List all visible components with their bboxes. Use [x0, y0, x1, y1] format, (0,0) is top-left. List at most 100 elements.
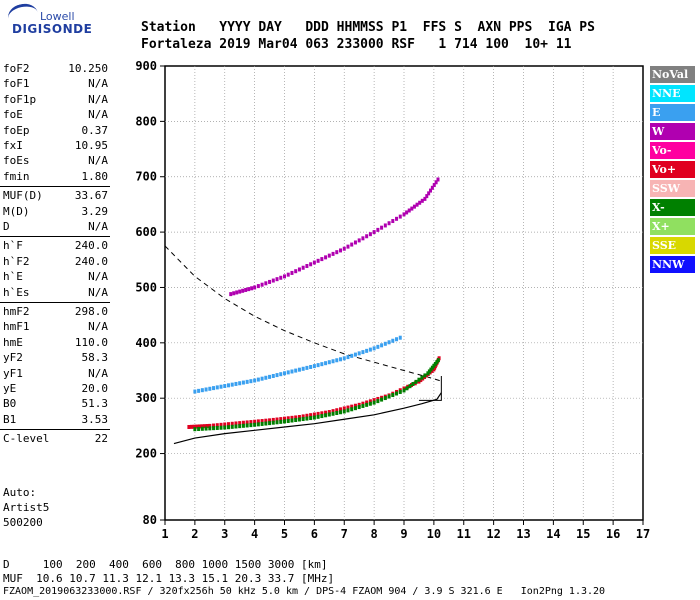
echo-point	[301, 414, 305, 419]
echo-point	[320, 362, 324, 367]
echo-point	[238, 381, 242, 386]
legend-item: NNE	[650, 85, 695, 102]
echo-point	[230, 421, 234, 426]
echo-point	[423, 373, 427, 378]
legend-item: Vo+	[650, 161, 695, 178]
echo-point	[391, 219, 395, 224]
x-tick-label: 5	[281, 527, 288, 541]
echo-point	[275, 373, 279, 378]
echo-point	[275, 420, 279, 425]
echo-point	[286, 418, 290, 423]
echo-point	[268, 374, 272, 379]
echo-point	[245, 379, 249, 384]
echo-point	[339, 407, 343, 412]
echo-point	[230, 382, 234, 387]
echo-point	[230, 424, 234, 429]
param-value: 20.0	[81, 382, 109, 395]
echo-point	[294, 417, 298, 422]
echo-point	[430, 185, 434, 190]
echo-point	[398, 214, 402, 219]
echo-point	[260, 376, 264, 381]
param-key: foE	[3, 108, 23, 122]
echo-point	[275, 417, 279, 422]
echo-point	[264, 375, 268, 380]
param-key: hmF2	[3, 305, 30, 318]
hmf2-marker	[418, 376, 442, 401]
echo-point	[432, 183, 436, 188]
echo-point	[297, 367, 301, 372]
trace-x-trace	[193, 358, 440, 432]
echo-point	[232, 291, 236, 296]
echo-point	[301, 265, 305, 270]
echo-point	[316, 414, 320, 419]
echo-point	[238, 289, 242, 294]
echo-point	[245, 423, 249, 428]
echo-point	[331, 409, 335, 414]
param-key: fmin	[3, 169, 30, 183]
echo-point	[387, 221, 391, 226]
echo-point	[309, 413, 313, 418]
param-key: yF1	[3, 366, 23, 380]
echo-point	[395, 216, 399, 221]
echo-point	[395, 337, 399, 342]
echo-point	[380, 225, 384, 230]
echo-point	[279, 417, 283, 422]
echo-point	[286, 272, 290, 277]
muf-curve	[164, 245, 443, 383]
echo-point	[212, 423, 216, 428]
echo-point	[320, 411, 324, 416]
x-tick-label: 15	[576, 527, 590, 541]
echo-point	[253, 422, 257, 427]
echo-point	[204, 426, 208, 431]
echo-point	[235, 290, 239, 295]
echo-point	[339, 357, 343, 362]
echo-point	[193, 389, 197, 394]
echo-point	[383, 396, 387, 401]
echo-point	[264, 418, 268, 423]
echo-point	[271, 373, 275, 378]
echo-point	[346, 244, 350, 249]
x-tick-label: 2	[191, 527, 198, 541]
echo-point	[411, 382, 415, 387]
echo-point	[294, 269, 298, 274]
echo-point	[229, 292, 233, 297]
param-value: N/A	[88, 285, 108, 299]
param-value: N/A	[88, 92, 108, 106]
x-tick-label: 16	[606, 527, 620, 541]
echo-point	[223, 425, 227, 430]
echo-point	[219, 425, 223, 430]
echo-point	[335, 408, 339, 413]
param-value: 10.95	[74, 139, 108, 152]
echo-point	[226, 383, 230, 388]
echo-point	[208, 426, 212, 431]
param-value: 3.29	[81, 204, 109, 218]
echo-point	[342, 409, 346, 414]
echo-point	[320, 414, 324, 419]
echo-point	[256, 419, 260, 424]
param-value: N/A	[88, 154, 108, 168]
echo-point	[324, 410, 328, 415]
param-key: C-level	[3, 432, 50, 446]
echo-point	[429, 188, 433, 193]
echo-point	[312, 364, 316, 369]
echo-point	[294, 415, 298, 420]
echo-point	[301, 366, 305, 371]
echo-point	[253, 378, 257, 383]
echo-point	[436, 177, 440, 182]
y-tick-label: 80	[143, 513, 157, 527]
echo-point	[368, 399, 372, 404]
echo-point	[316, 363, 320, 368]
echo-point	[414, 379, 418, 384]
echo-point	[247, 287, 251, 292]
x-tick-label: 14	[546, 527, 560, 541]
param-value: 51.3	[81, 397, 109, 411]
echo-point	[260, 282, 264, 287]
param-value: 298.0	[74, 305, 108, 318]
y-tick-label: 600	[135, 225, 157, 239]
param-value: N/A	[88, 77, 108, 91]
echo-point	[350, 407, 354, 412]
echo-point	[434, 180, 438, 185]
echo-point	[279, 275, 283, 280]
echo-point	[208, 423, 212, 428]
param-key: h`F2	[3, 254, 30, 268]
